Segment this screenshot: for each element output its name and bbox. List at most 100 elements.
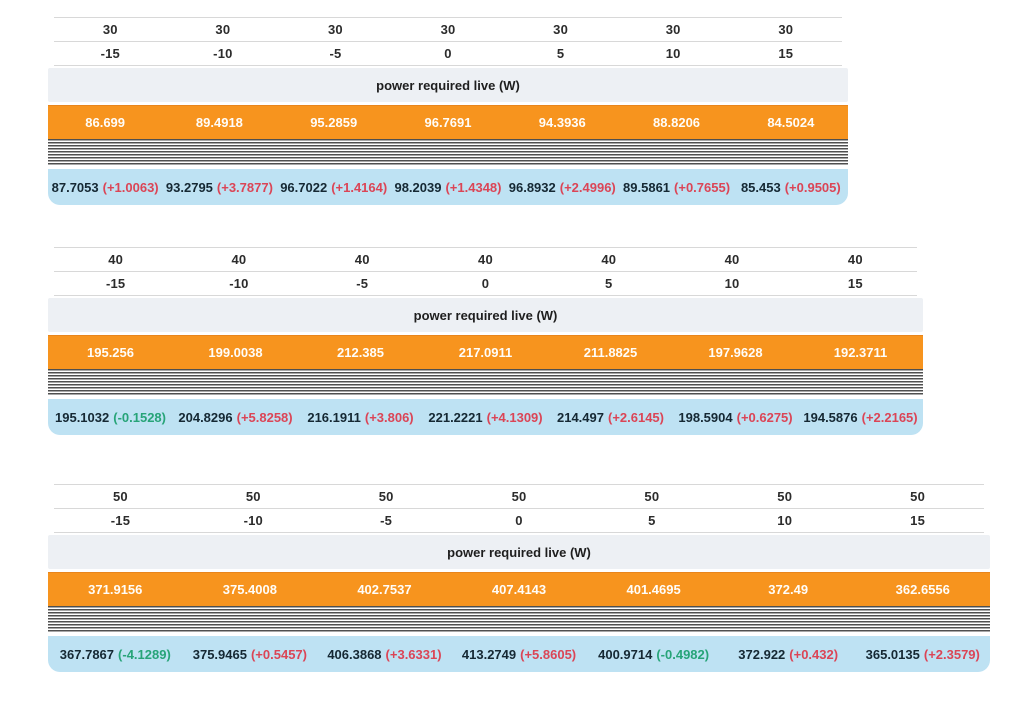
power-delta: (+3.806) (364, 409, 414, 425)
offset-row: -15 -10 -5 0 5 10 15 (54, 42, 842, 66)
live-power-value: 365.0135 (865, 646, 920, 662)
condition-value: 50 (777, 489, 793, 504)
power-table-30: 30 30 30 30 30 30 30 -15 -10 -5 0 5 10 15 power requir… (48, 17, 848, 205)
live-power-value: 198.5904 (678, 409, 733, 425)
condition-value: 30 (215, 22, 231, 37)
power-delta: (+2.4996) (559, 179, 616, 195)
header-rows: 40 40 40 40 40 40 40 -15 -10 -5 0 5 10 15 (54, 247, 917, 296)
condition-row: 30 30 30 30 30 30 30 (54, 17, 842, 42)
predicted-power-value: 375.4008 (222, 582, 277, 597)
live-power-cell: 93.2795 (+3.7877) (162, 180, 276, 195)
live-power-cell: 365.0135 (+2.3579) (855, 647, 990, 662)
offset-value: -5 (356, 276, 369, 291)
condition-value: 30 (328, 22, 343, 37)
tables-root: 30 30 30 30 30 30 30 -15 -10 -5 0 5 10 15 power requir… (48, 17, 1016, 672)
offset-value: 5 (605, 276, 613, 291)
live-power-value: 216.1911 (307, 409, 361, 425)
live-power-cell: 214.497 (+2.6145) (548, 410, 673, 425)
offset-value: -10 (229, 276, 249, 291)
live-power-cell: 372.922 (+0.432) (721, 647, 856, 662)
offset-value: 15 (778, 46, 794, 61)
predicted-power-value: 96.7691 (424, 115, 472, 130)
condition-value: 30 (440, 22, 456, 37)
live-power-value: 372.922 (738, 646, 786, 662)
live-power-value: 214.497 (556, 409, 604, 425)
power-delta: (-0.4982) (656, 646, 710, 662)
predicted-power-value: 84.5024 (767, 115, 815, 130)
power-delta: (+1.4164) (331, 179, 388, 195)
power-delta: (+2.6145) (607, 409, 664, 425)
offset-value: -15 (110, 513, 131, 528)
live-power-row: 87.7053 (+1.0063) 93.2795 (+3.7877) 96.7022(… (48, 169, 848, 205)
power-delta: (+0.432) (789, 646, 839, 662)
live-power-cell: 198.5904 (+0.6275) (673, 410, 798, 425)
live-power-row: 195.1032 (-0.1528) 204.8296 (+5.8258) 216.19… (48, 399, 923, 435)
power-delta: (+1.4348) (445, 179, 502, 195)
live-power-cell: 87.7053 (+1.0063) (48, 180, 162, 195)
offset-value: 0 (481, 276, 490, 291)
band-label: power required live (W) (48, 535, 990, 569)
live-power-value: 195.1032 (55, 409, 110, 425)
condition-value: 40 (601, 252, 617, 267)
offset-value: -15 (100, 46, 120, 61)
stripe-divider (48, 139, 848, 169)
condition-value: 50 (644, 489, 660, 504)
condition-value: 50 (910, 489, 926, 504)
live-power-cell: 96.8932 (+2.4996) (505, 180, 619, 195)
power-delta: (+5.8605) (520, 646, 577, 662)
stripe-divider (48, 606, 990, 636)
power-delta: (+2.2165) (861, 409, 918, 425)
band-label: power required live (W) (48, 298, 923, 332)
live-power-value: 400.9714 (598, 646, 653, 662)
power-delta: (-0.1528) (113, 409, 166, 425)
predicted-power-value: 197.9628 (708, 345, 763, 360)
header-rows: 50 50 50 50 50 50 50 -15 -10 -5 0 5 10 15 (54, 484, 984, 533)
predicted-power-value: 88.8206 (653, 115, 701, 130)
predicted-power-value: 362.6556 (895, 582, 950, 597)
live-power-cell: 89.5861 (+0.7655) (619, 180, 733, 195)
predicted-power-value: 211.8825 (583, 345, 638, 360)
live-power-cell: 367.7867 (-4.1289) (48, 647, 183, 662)
power-delta: (-4.1289) (118, 646, 171, 662)
power-delta: (+3.6331) (385, 646, 442, 662)
predicted-power-value: 89.4918 (195, 115, 243, 130)
condition-row: 40 40 40 40 40 40 40 (54, 247, 917, 272)
live-power-value: 98.2039 (394, 179, 442, 195)
live-power-row: 367.7867 (-4.1289) 375.9465 (+0.5457) 406.38… (48, 636, 990, 672)
live-power-cell: 375.9465 (+0.5457) (183, 647, 318, 662)
offset-row: -15 -10 -5 0 5 10 15 (54, 272, 917, 296)
offset-row: -15 -10 -5 0 5 10 15 (54, 509, 984, 533)
offset-value: 15 (910, 513, 926, 528)
predicted-power-row: 195.256 199.0038 212.385 217.0911 211.8825 19… (48, 335, 923, 369)
condition-value: 40 (231, 252, 247, 267)
condition-value: 40 (478, 252, 493, 267)
offset-value: 10 (777, 513, 793, 528)
power-delta: (+0.6275) (736, 409, 793, 425)
condition-value: 40 (847, 252, 863, 267)
live-power-value: 375.9465 (192, 646, 247, 662)
condition-value: 50 (245, 489, 261, 504)
power-delta: (+0.7655) (674, 179, 731, 195)
offset-value: -15 (105, 276, 126, 291)
live-power-value: 221.2221 (428, 409, 483, 425)
header-rows: 30 30 30 30 30 30 30 -15 -10 -5 0 5 10 15 (54, 17, 842, 66)
predicted-power-value: 212.385 (337, 345, 384, 360)
offset-value: 10 (665, 46, 681, 61)
predicted-power-value: 86.699 (85, 115, 126, 130)
live-power-cell: 406.3868 (+3.6331) (317, 647, 452, 662)
live-power-value: 96.8932 (508, 179, 556, 195)
predicted-power-value: 192.3711 (833, 345, 888, 360)
power-delta: (+0.9505) (784, 179, 841, 195)
offset-value: -10 (213, 46, 233, 61)
live-power-value: 96.7022 (280, 179, 328, 195)
live-power-cell: 204.8296 (+5.8258) (173, 410, 298, 425)
live-power-cell: 400.9714 (-0.4982) (586, 647, 721, 662)
predicted-power-value: 94.3936 (538, 115, 586, 130)
condition-value: 50 (112, 489, 128, 504)
power-delta: (+0.5457) (250, 646, 307, 662)
live-power-cell: 195.1032 (-0.1528) (48, 410, 173, 425)
power-delta: (+2.3579) (923, 646, 980, 662)
live-power-cell: 216.1911 (+3.806) (298, 410, 423, 425)
condition-value: 30 (553, 22, 569, 37)
predicted-power-row: 86.699 89.4918 95.2859 96.7691 94.3936 88.820… (48, 105, 848, 139)
